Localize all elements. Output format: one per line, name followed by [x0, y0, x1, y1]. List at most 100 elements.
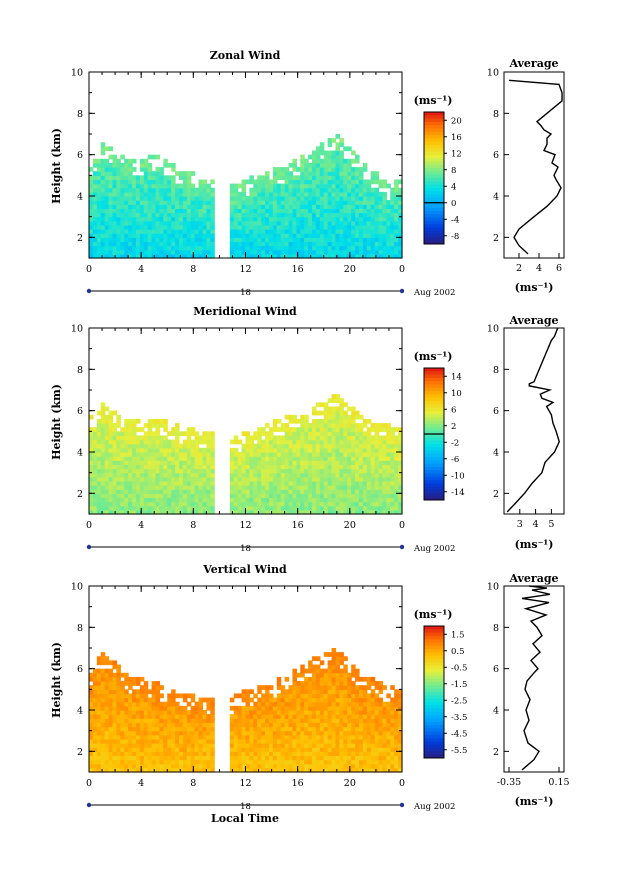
colorbar-tick-label: -14: [451, 488, 465, 498]
heatmap-cell: [323, 204, 329, 209]
heatmap-cell: [312, 763, 317, 769]
heatmap-cell: [390, 447, 395, 453]
heatmap-cell: [300, 493, 305, 499]
heatmap-cell: [139, 435, 145, 441]
colorbar-segment: [424, 227, 444, 232]
heatmap-cell: [186, 233, 192, 238]
heatmap-cell: [358, 216, 364, 222]
heatmap-cell: [104, 656, 110, 661]
heatmap-cell: [132, 435, 137, 441]
heatmap-cell: [288, 253, 294, 259]
heatmap-cell: [104, 418, 110, 424]
date-label: Aug 2002: [413, 544, 455, 554]
heatmap-cell: [167, 705, 172, 711]
heatmap-cell: [116, 171, 121, 176]
heatmap-cell: [143, 216, 149, 222]
heatmap-cell: [327, 447, 333, 453]
heatmap-cell: [120, 480, 125, 486]
heatmap-cell: [390, 472, 395, 478]
heatmap-cell: [296, 175, 301, 181]
heatmap-cell: [300, 427, 305, 432]
heatmap-cell: [358, 241, 364, 247]
heatmap-cell: [112, 730, 117, 736]
heatmap-cell: [108, 435, 114, 441]
heatmap-cell: [331, 216, 337, 222]
heatmap-cell: [386, 489, 391, 494]
heatmap-cell: [257, 701, 262, 707]
date-axis-start-marker: [86, 288, 92, 294]
heatmap-cell: [194, 431, 200, 437]
heatmap-cell: [268, 443, 274, 449]
heatmap-cell: [229, 476, 235, 482]
heatmap-cell: [155, 167, 161, 172]
heatmap-cell: [147, 738, 153, 744]
heatmap-cell: [124, 705, 129, 711]
heatmap-cell: [312, 656, 317, 661]
heatmap-cell: [241, 726, 247, 732]
heatmap-cell: [300, 175, 305, 181]
heatmap-cell: [398, 464, 403, 470]
heatmap-cell: [167, 191, 172, 197]
heatmap-cell: [186, 191, 192, 197]
heatmap-cell: [335, 175, 340, 181]
heatmap-cell: [374, 497, 380, 503]
heatmap-cell: [159, 452, 164, 457]
heatmap-cell: [358, 447, 364, 453]
heatmap-cell: [128, 710, 133, 715]
heatmap-cell: [292, 701, 297, 707]
heatmap-cell: [272, 245, 278, 251]
heatmap-cell: [139, 743, 145, 748]
heatmap-cell: [284, 253, 290, 259]
heatmap-cell: [198, 714, 204, 719]
heatmap-cell: [378, 220, 384, 226]
heatmap-cell: [210, 489, 215, 494]
heatmap-cell: [155, 697, 161, 703]
heatmap-cell: [323, 200, 329, 205]
heatmap-cell: [120, 705, 125, 711]
heatmap-cell: [128, 509, 133, 515]
heatmap-cell: [335, 154, 340, 160]
heatmap-cell: [108, 212, 114, 218]
heatmap-cell: [276, 497, 282, 503]
heatmap-cell: [304, 171, 309, 176]
heatmap-cell: [304, 439, 309, 445]
heatmap-cell: [280, 464, 286, 470]
heatmap-cell: [210, 224, 215, 230]
heatmap-cell: [104, 443, 110, 449]
heatmap-cell: [370, 237, 376, 243]
heatmap-cell: [194, 233, 200, 238]
heatmap-cell: [120, 689, 125, 695]
heatmap-cell: [190, 220, 196, 226]
heatmap-cell: [312, 220, 317, 226]
colorbar-segment: [424, 427, 444, 432]
heatmap-cell: [292, 439, 297, 445]
heatmap-cell: [331, 485, 337, 490]
heatmap-cell: [100, 767, 106, 773]
heatmap-cell: [194, 509, 200, 515]
chart-title: Zonal Wind: [210, 49, 281, 62]
heatmap-cell: [202, 743, 207, 748]
heatmap-cell: [374, 175, 380, 181]
heatmap-cell: [178, 233, 184, 238]
heatmap-cell: [327, 714, 333, 719]
heatmap-cell: [233, 249, 239, 255]
heatmap-cell: [268, 212, 274, 218]
heatmap-cell: [304, 187, 309, 193]
heatmap-cell: [300, 460, 305, 465]
heatmap-cell: [312, 767, 317, 773]
heatmap-cell: [202, 196, 207, 201]
heatmap-cell: [202, 204, 207, 209]
heatmap-cell: [100, 183, 106, 189]
heatmap-cell: [319, 245, 325, 251]
heatmap-cell: [104, 763, 110, 769]
heatmap-cell: [312, 672, 317, 678]
heatmap-cell: [382, 509, 387, 515]
heatmap-cell: [288, 497, 294, 503]
heatmap-cell: [167, 464, 172, 470]
heatmap-cell: [304, 456, 309, 461]
heatmap-cell: [233, 714, 239, 719]
heatmap-cell: [272, 171, 278, 176]
heatmap-cell: [339, 468, 344, 474]
heatmap-cell: [358, 468, 364, 474]
heatmap-cell: [178, 204, 184, 209]
